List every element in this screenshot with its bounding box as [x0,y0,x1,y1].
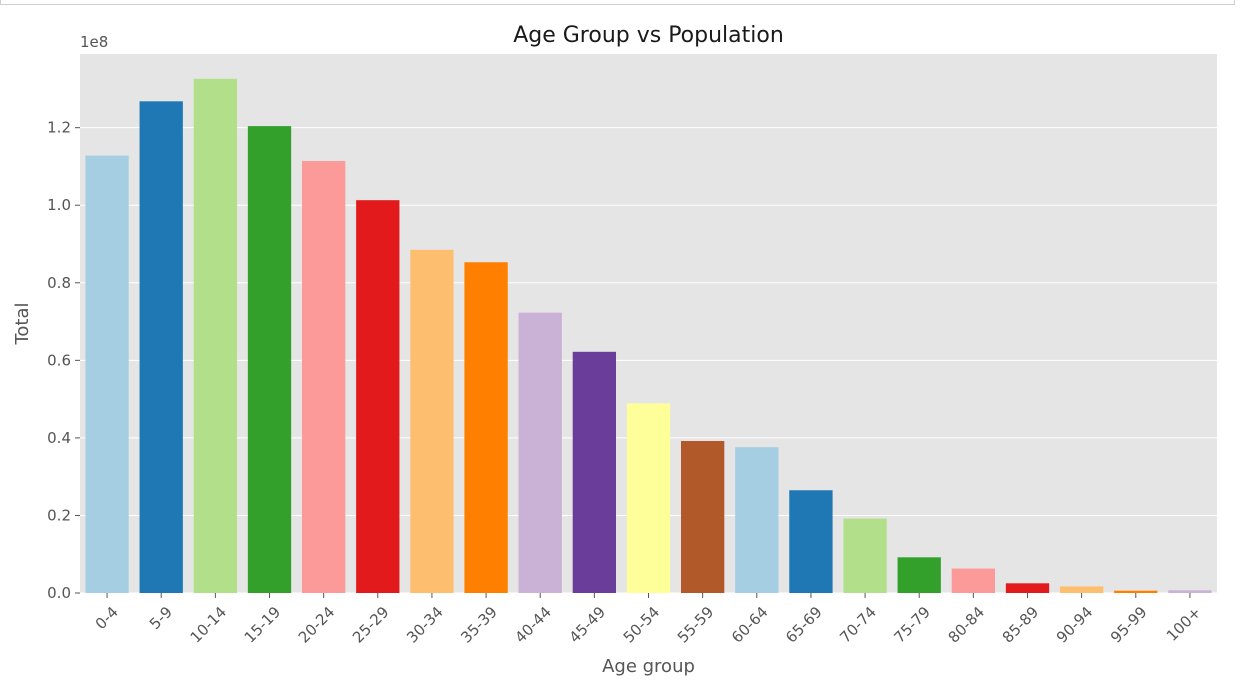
bar-75-79 [897,557,941,593]
bar-65-69 [789,490,833,593]
x-tick-label: 80-84 [945,603,989,647]
y-tick-label: 1.2 [47,119,71,137]
x-tick-label: 30-34 [403,603,447,647]
bar-15-19 [247,126,292,593]
bar-5-9 [139,101,183,593]
x-tick-label: 15-19 [241,603,285,647]
bar-45-49 [572,351,617,593]
y-axis-label: Total [12,302,33,345]
bar-40-44 [518,312,562,593]
x-tick-label: 45-49 [566,603,610,647]
x-tick-label: 10-14 [187,603,231,647]
bar-95-99 [1114,590,1158,593]
chart-title: Age Group vs Population [513,23,784,48]
y-tick-labels: 0.0 0.2 0.4 0.6 0.8 1.0 1.2 [47,119,80,602]
y-tick-label: 0.4 [47,429,71,447]
bar-55-59 [680,440,725,593]
x-tick-label: 75-79 [890,603,934,647]
output-cell-border [0,0,1235,5]
y-tick-label: 0.8 [47,274,71,292]
x-tick-label: 0-4 [92,603,122,633]
bar-30-34 [410,249,454,594]
bar-70-74 [843,518,887,593]
x-tick-label: 5-9 [146,603,176,633]
x-tick-label: 35-39 [457,603,501,647]
x-tick-label: 100+ [1163,603,1205,645]
bars [85,78,1212,594]
bar-25-29 [356,200,400,593]
x-axis-label: Age group [602,656,695,677]
x-tick-label: 95-99 [1107,603,1151,647]
bar-0-4 [85,155,129,593]
bar-50-54 [626,403,671,593]
y-tick-label: 0.2 [47,506,71,524]
bar-10-14 [193,78,238,594]
y-tick-label: 0.6 [47,351,71,369]
bar-85-89 [1005,583,1050,593]
y-tick-label: 1.0 [47,196,71,214]
x-tick-label: 70-74 [836,603,880,647]
x-tick-label: 85-89 [999,603,1043,647]
x-tick-label: 90-94 [1053,603,1097,647]
x-tick-label: 65-69 [782,603,826,647]
y-tick-label: 0.0 [47,584,71,602]
x-tick-labels: 0-4 5-9 10-14 15-19 20-24 25-29 30-34 35-39 40-4… [92,593,1205,647]
bar-80-84 [951,568,996,593]
x-tick-label: 20-24 [295,603,339,647]
bar-20-24 [301,161,346,593]
y-offset-label: 1e8 [80,33,108,51]
bar-60-64 [735,447,779,593]
x-tick-label: 60-64 [728,603,772,647]
x-tick-label: 25-29 [349,603,393,647]
bar-100+ [1168,590,1212,593]
x-tick-label: 55-59 [674,603,718,647]
x-tick-label: 40-44 [511,603,555,647]
bar-90-94 [1059,586,1104,593]
bar-35-39 [464,262,508,593]
x-tick-label: 50-54 [620,603,664,647]
